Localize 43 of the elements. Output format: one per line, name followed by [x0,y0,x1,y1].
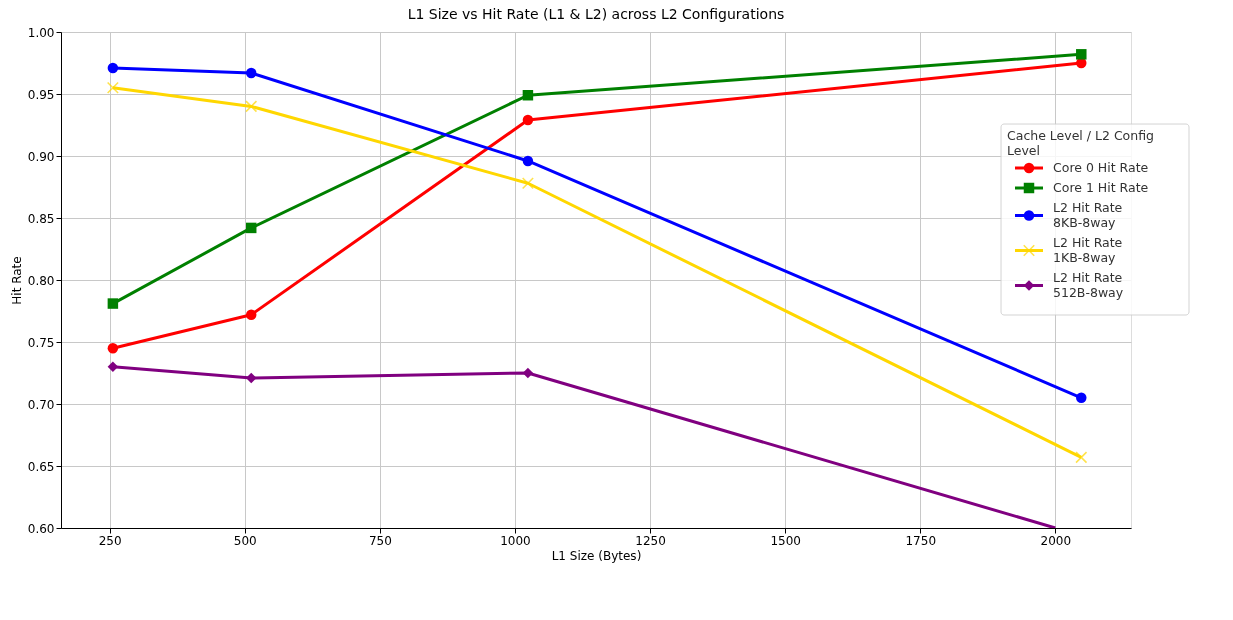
x-tick-label: 750 [368,533,392,548]
y-tick-label: 0.80 [27,273,55,288]
y-tick-label: 0.85 [27,211,55,226]
point [522,114,534,126]
y-axis-title: Hit Rate [9,256,24,305]
y-tick-label: 0.60 [27,521,55,536]
point [107,342,119,354]
y-tick-label: 0.95 [27,87,55,102]
x-tick-label: 1500 [770,533,801,548]
x-axis-title: L1 Size (Bytes) [551,548,642,563]
y-tick-label: 1.00 [27,25,55,40]
y-tick-label: 0.70 [27,397,55,412]
legend-label: Core 1 Hit Rate [1053,180,1149,195]
legend-title: Cache Level / L2 Config Level [1007,128,1154,158]
legend-label: L2 Hit Rate 8KB-8way [1053,200,1123,230]
point [107,361,119,373]
point [106,81,119,94]
point [1075,451,1088,464]
point [1076,49,1087,60]
point [107,298,119,309]
y-tick-label: 0.90 [27,149,55,164]
legend-label: L2 Hit Rate 512B-8way [1053,270,1124,300]
legend-label: L2 Hit Rate 1KB-8way [1053,235,1123,265]
chart-title: L1 Size vs Hit Rate (L1 & L2) across L2 Configurations [407,6,785,22]
x-tick-label: 1250 [635,533,666,548]
x-tick-label: 1000 [500,533,531,548]
legend-label: Core 0 Hit Rate [1053,160,1149,175]
x-tick-label: 2000 [1040,533,1072,548]
point [245,222,257,234]
x-tick-label: 1750 [905,533,937,548]
point [1076,392,1087,404]
point [522,90,534,101]
point [107,62,119,74]
y-tick-label: 0.65 [27,459,55,474]
point [522,367,534,379]
x-tick-label: 500 [233,533,257,548]
point [521,177,534,190]
point [245,309,257,320]
x-tick-label: 250 [98,533,122,548]
point [245,67,257,79]
point [245,100,258,113]
y-tick-label: 0.75 [27,335,55,350]
point [522,155,534,167]
